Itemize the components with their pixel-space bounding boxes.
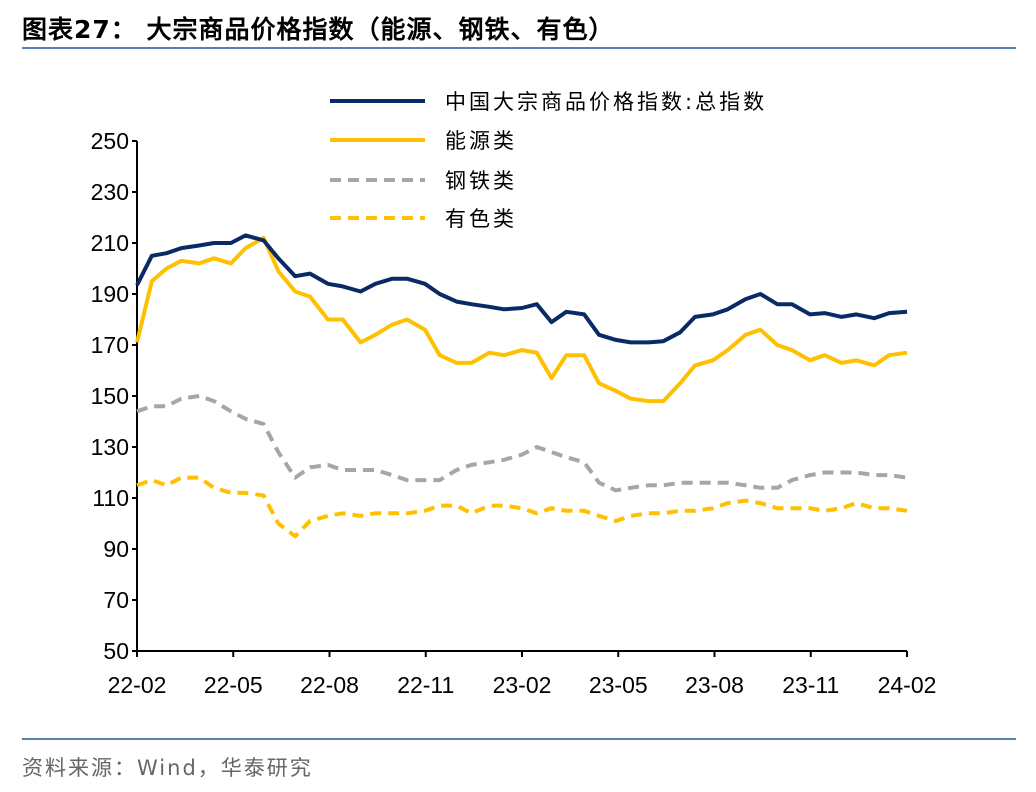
x-tick-label: 23-05 <box>589 672 648 698</box>
series-line-1 <box>135 235 908 404</box>
x-tick-label: 22-11 <box>397 672 454 698</box>
y-tick-label: 190 <box>91 281 129 307</box>
y-tick-label: 90 <box>103 536 129 562</box>
title-rule <box>22 47 1016 49</box>
y-tick-label: 230 <box>91 179 129 205</box>
y-tick-label: 150 <box>91 383 129 409</box>
x-tick-label: 23-11 <box>782 672 839 698</box>
series-lines <box>135 233 908 539</box>
y-tick-label: 70 <box>103 587 129 613</box>
x-tick-label: 22-08 <box>300 672 359 698</box>
figure-title: 图表27： 大宗商品价格指数（能源、钢铁、有色） <box>22 15 615 44</box>
legend-label-1: 能源类 <box>445 129 517 153</box>
y-tick-label: 250 <box>91 128 129 154</box>
y-tick-label: 110 <box>92 485 129 511</box>
axes: 250 230 210 190 170 150 130 110 90 70 50 22-02 22-05… <box>91 128 937 698</box>
source-note: 资料来源：Wind，华泰研究 <box>22 756 313 780</box>
x-tick-label: 22-05 <box>204 672 263 698</box>
y-tick-label: 130 <box>91 434 129 460</box>
x-tick-label: 24-02 <box>878 672 937 698</box>
legend-label-2: 钢铁类 <box>445 169 517 193</box>
x-tick-label: 22-02 <box>108 672 167 698</box>
y-tick-label: 170 <box>91 332 129 358</box>
series-line-0 <box>135 233 908 345</box>
x-tick-label: 23-02 <box>493 672 552 698</box>
x-tick-label: 23-08 <box>685 672 744 698</box>
series-line-3 <box>136 475 908 539</box>
series-line-2 <box>136 394 908 493</box>
legend-label-3: 有色类 <box>445 207 517 231</box>
y-tick-label: 50 <box>103 638 129 664</box>
y-tick-label: 210 <box>91 230 129 256</box>
legend-label-0: 中国大宗商品价格指数:总指数 <box>445 90 767 114</box>
footer-rule <box>22 738 1016 740</box>
